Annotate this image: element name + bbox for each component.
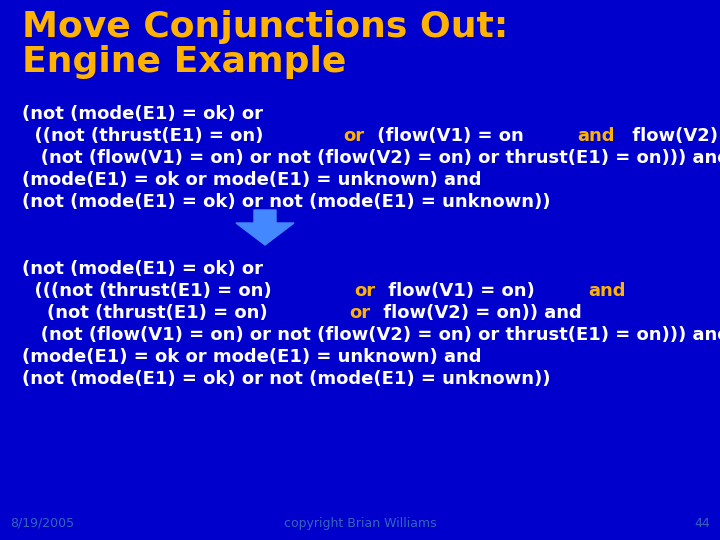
Text: (mode(E1) = ok or mode(E1) = unknown) and: (mode(E1) = ok or mode(E1) = unknown) an…: [22, 171, 482, 189]
Text: flow(V2) = on)) and: flow(V2) = on)) and: [377, 304, 581, 322]
Text: or: or: [349, 304, 370, 322]
Text: or: or: [354, 282, 375, 300]
Text: (not (flow(V1) = on) or not (flow(V2) = on) or thrust(E1) = on))) and: (not (flow(V1) = on) or not (flow(V2) = …: [22, 149, 720, 167]
Text: (not (mode(E1) = ok) or not (mode(E1) = unknown)): (not (mode(E1) = ok) or not (mode(E1) = …: [22, 370, 551, 388]
Text: flow(V1) = on): flow(V1) = on): [382, 282, 541, 300]
Text: (not (thrust(E1) = on): (not (thrust(E1) = on): [22, 304, 274, 322]
Text: (flow(V1) = on: (flow(V1) = on: [371, 127, 530, 145]
Text: 44: 44: [694, 517, 710, 530]
Text: (not (mode(E1) = ok) or not (mode(E1) = unknown)): (not (mode(E1) = ok) or not (mode(E1) = …: [22, 193, 551, 211]
Text: (not (mode(E1) = ok) or: (not (mode(E1) = ok) or: [22, 105, 263, 123]
Text: ((not (thrust(E1) = on): ((not (thrust(E1) = on): [22, 127, 269, 145]
Text: Move Conjunctions Out:: Move Conjunctions Out:: [22, 10, 508, 44]
Text: (not (flow(V1) = on) or not (flow(V2) = on) or thrust(E1) = on))) and: (not (flow(V1) = on) or not (flow(V2) = …: [22, 326, 720, 344]
FancyArrow shape: [236, 210, 294, 245]
Text: copyright Brian Williams: copyright Brian Williams: [284, 517, 436, 530]
Text: and: and: [588, 282, 626, 300]
Text: 8/19/2005: 8/19/2005: [10, 517, 74, 530]
Text: flow(V2) = on)) and: flow(V2) = on)) and: [626, 127, 720, 145]
Text: (mode(E1) = ok or mode(E1) = unknown) and: (mode(E1) = ok or mode(E1) = unknown) an…: [22, 348, 482, 366]
Text: Engine Example: Engine Example: [22, 45, 346, 79]
Text: or: or: [343, 127, 365, 145]
Text: (not (mode(E1) = ok) or: (not (mode(E1) = ok) or: [22, 260, 263, 278]
Text: and: and: [577, 127, 615, 145]
Text: (((not (thrust(E1) = on): (((not (thrust(E1) = on): [22, 282, 278, 300]
